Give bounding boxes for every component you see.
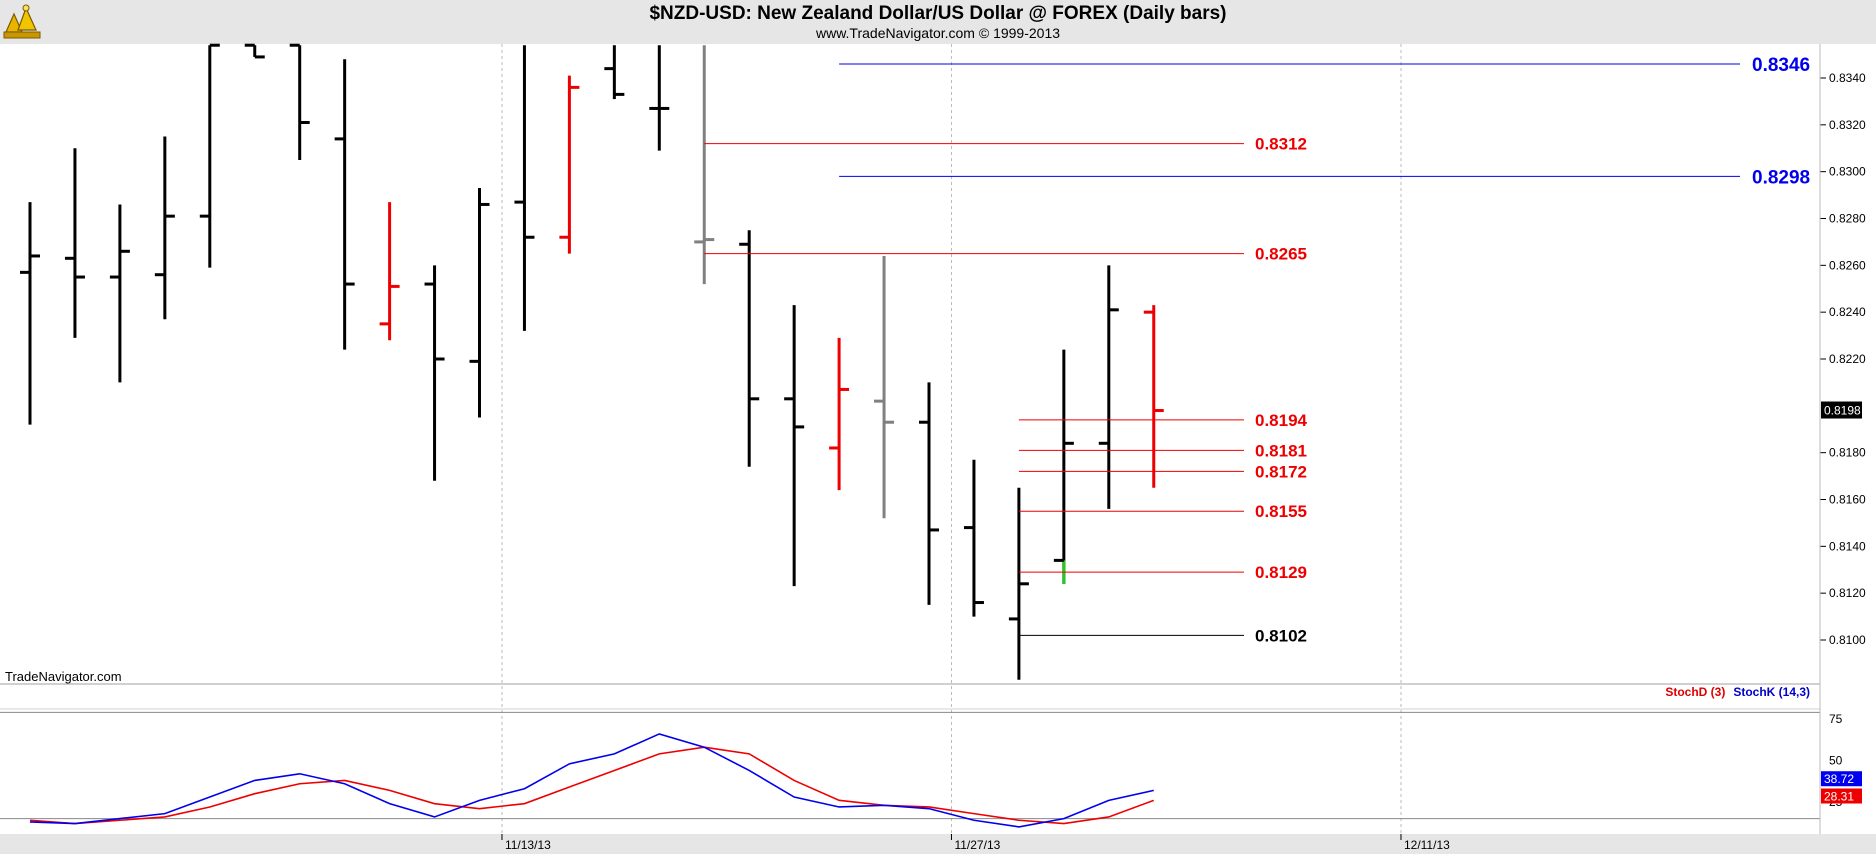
title-bar [0,0,1876,44]
indicator-legend-strip [0,684,1820,709]
price-axis [1820,44,1876,854]
price-axis-label: 0.8300 [1829,165,1866,179]
price-level-label: 0.8312 [1255,135,1307,154]
stochastic-last-value-marker [1821,788,1862,804]
price-axis-label: 0.8100 [1829,633,1866,647]
price-level-label: 0.8194 [1255,411,1308,430]
stochastic-line [29,733,1154,828]
trade-navigator-logo-icon[interactable] [2,2,44,42]
price-level-label: 0.8172 [1255,462,1307,481]
price-axis-label: 0.8240 [1829,305,1866,319]
indicator-legend: StochD (3) StochK (14,3) [1640,685,1810,699]
ohlc-bars [20,43,1164,680]
stochastic-axis-label: 75 [1829,712,1843,726]
price-level-label: 0.8129 [1255,563,1307,582]
chart-copyright: www.TradeNavigator.com © 1999-2013 [815,25,1061,41]
last-price-marker [1821,401,1862,419]
stochastic-last-value-label: 38.72 [1824,772,1854,786]
stochastic-axis-label: 50 [1829,754,1843,768]
price-axis-label: 0.8220 [1829,352,1866,366]
price-level-label: 0.8181 [1255,441,1307,460]
price-axis-label: 0.8260 [1829,258,1866,272]
price-level-label: 0.8346 [1752,55,1810,76]
stochastic-last-value-marker [1821,771,1862,787]
price-level-label: 0.8265 [1255,245,1307,264]
stoch-d-legend: StochD (3) [1665,685,1726,699]
price-level-label: 0.8102 [1255,626,1307,645]
date-axis-label: 11/13/13 [505,838,551,852]
price-level-label: 0.8298 [1752,167,1810,188]
price-axis-label: 0.8280 [1829,212,1866,226]
date-axis-label: 11/27/13 [954,838,1000,852]
last-price-label: 0.8198 [1824,404,1861,418]
stoch-k-legend: StochK (14,3) [1733,685,1810,699]
price-axis-label: 0.8320 [1829,118,1866,132]
chart-title: $NZD-USD: New Zealand Dollar/US Dollar @… [649,3,1227,24]
price-axis-label: 0.8160 [1829,493,1866,507]
price-axis-label: 0.8180 [1829,446,1866,460]
price-axis-label: 0.8140 [1829,539,1866,553]
price-axis-label: 0.8340 [1829,71,1866,85]
tradenavigator-watermark: TradeNavigator.com [5,669,122,684]
price-axis-label: 0.8120 [1829,586,1866,600]
date-axis [0,834,1876,854]
date-axis-label: 12/11/13 [1404,838,1450,852]
price-level-label: 0.8155 [1255,502,1307,521]
stochastic-last-value-label: 28.31 [1824,790,1854,804]
stochastic-line [29,746,1155,825]
